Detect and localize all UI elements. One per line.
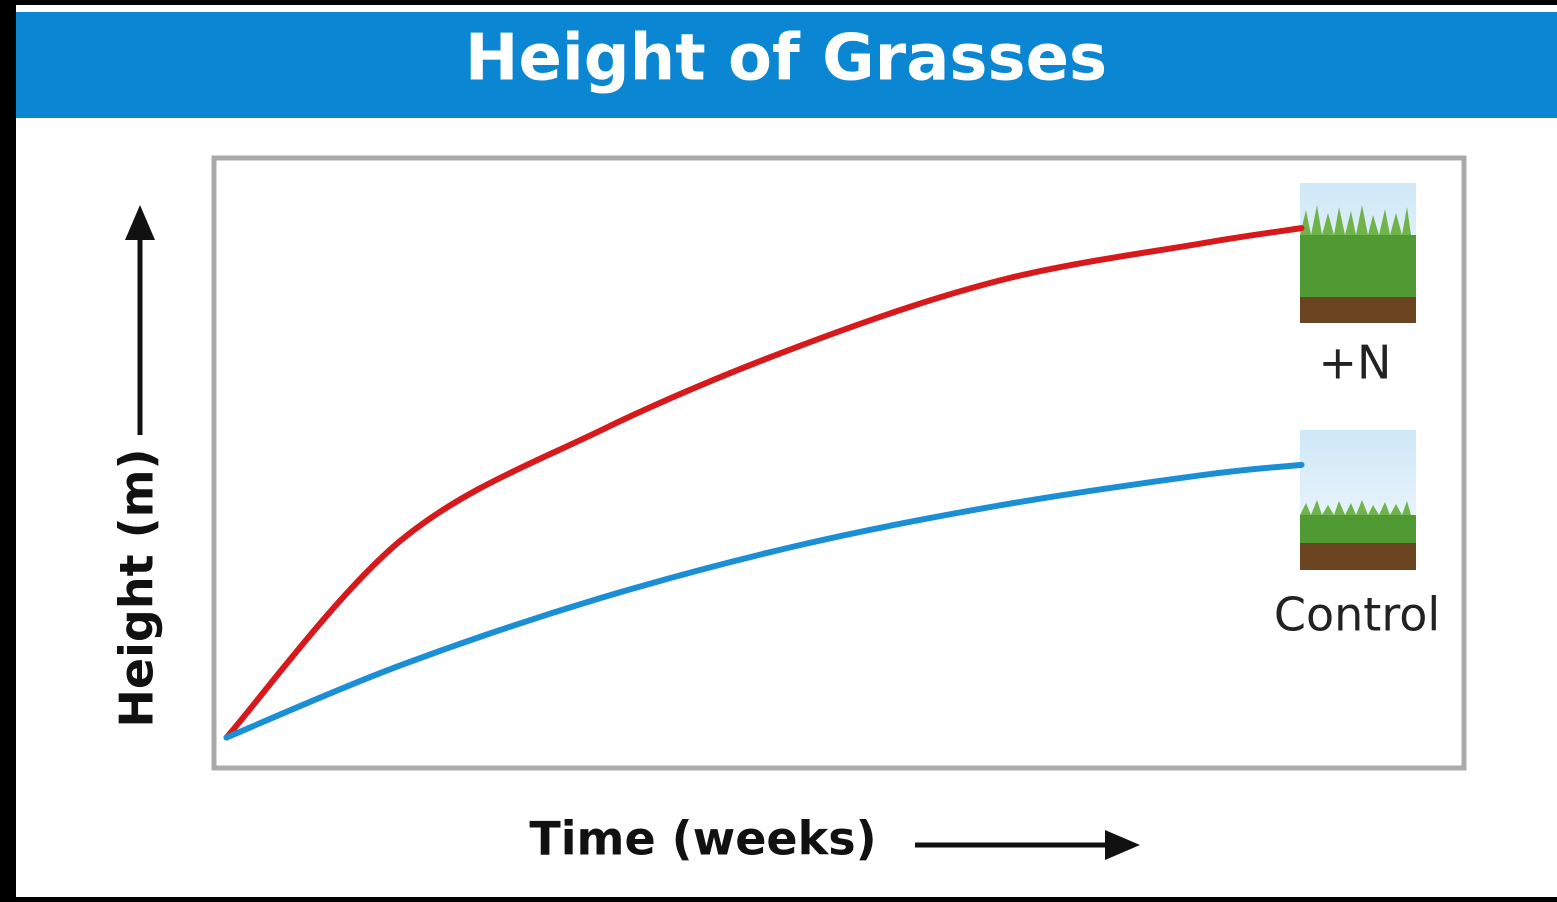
y-axis-label: Height (m) <box>110 448 164 727</box>
page: {"chart_data": {"type": "line", "title":… <box>0 0 1557 902</box>
x-axis-label: Time (weeks) <box>529 812 876 866</box>
grass-image <box>1300 430 1416 570</box>
chart-title: Height of Grasses <box>465 22 1107 96</box>
series-label: +N <box>1319 336 1392 390</box>
grass-image <box>1300 183 1416 323</box>
series-label: Control <box>1274 588 1440 642</box>
chart: Height of Grasses Height (m) Time (weeks… <box>0 0 1557 902</box>
